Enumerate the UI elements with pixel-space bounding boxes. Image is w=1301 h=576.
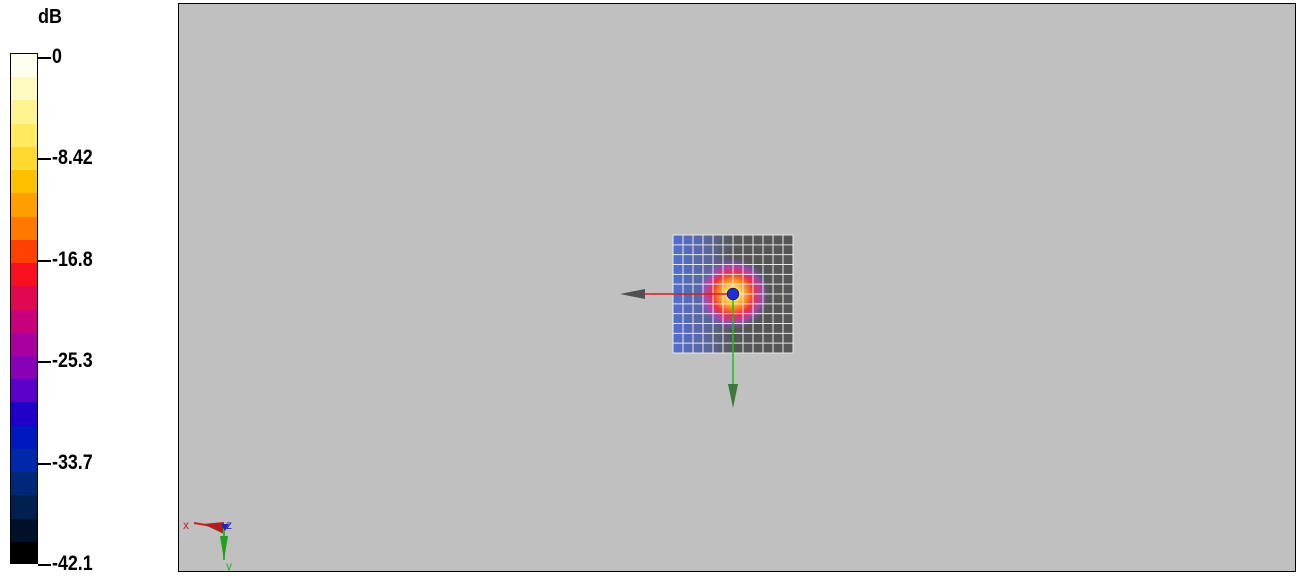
legend-tick-mark [38, 361, 51, 364]
legend-unit-label: dB [38, 6, 63, 28]
color-scale-bar [10, 53, 38, 564]
legend-swatch [11, 379, 37, 404]
legend-swatch [11, 193, 37, 218]
legend-tick-mark [38, 564, 51, 566]
scene-canvas[interactable]: x y z [179, 4, 1295, 571]
legend-tick-label-5: -42.1 [52, 552, 93, 575]
triad-y-arrowhead [220, 536, 228, 560]
legend-tick-label-1: -8.42 [52, 146, 93, 170]
legend-tick-label-0: 0 [52, 45, 62, 68]
legend-swatch [11, 216, 37, 241]
legend-tick-mark [38, 57, 51, 59]
triad-z-marker [221, 524, 229, 531]
legend-swatch [11, 402, 37, 427]
color-scale-legend: dB 0 -8.42 -16.8 -25.3 -33.7 -42.1 [0, 0, 170, 576]
triad-y-label: y [226, 559, 232, 571]
legend-tick-mark [38, 259, 51, 262]
source-axes [620, 287, 740, 408]
3d-viewport[interactable]: x y z [178, 3, 1296, 572]
source-origin-marker [726, 287, 740, 301]
legend-swatch [11, 54, 37, 79]
orientation-triad: x y z [183, 518, 232, 571]
legend-tick-mark [38, 158, 51, 161]
legend-swatch [11, 541, 37, 563]
triad-x-label: x [183, 518, 189, 532]
legend-swatch [11, 263, 37, 288]
legend-swatch [11, 448, 37, 474]
x-axis-arrowhead [620, 289, 645, 299]
legend-swatch [11, 100, 37, 125]
legend-swatch [11, 472, 37, 497]
legend-swatch [11, 425, 37, 450]
legend-tick-mark [38, 462, 51, 465]
legend-swatch [11, 332, 37, 357]
triad-z-label: z [226, 518, 232, 532]
legend-swatch [11, 77, 37, 102]
legend-swatch [11, 495, 37, 520]
legend-tick-label-4: -33.7 [52, 450, 93, 474]
legend-swatch [11, 286, 37, 311]
legend-swatch [11, 123, 37, 148]
triad-x-arrowhead [203, 522, 224, 534]
legend-swatch [11, 355, 37, 381]
legend-swatch [11, 309, 37, 334]
legend-swatch [11, 239, 37, 265]
y-axis-arrowhead [728, 384, 738, 408]
legend-tick-label-3: -25.3 [52, 349, 93, 373]
legend-swatch [11, 518, 37, 543]
legend-tick-label-2: -16.8 [52, 247, 93, 271]
legend-swatch [11, 146, 37, 172]
legend-swatch [11, 170, 37, 195]
